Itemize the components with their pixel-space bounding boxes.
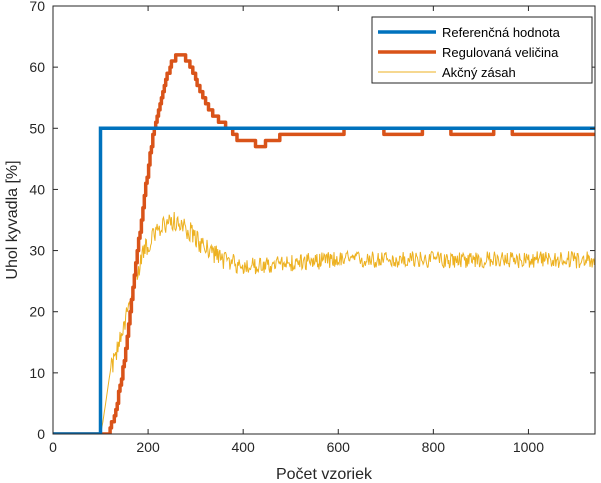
x-tick-label: 200 [136, 439, 160, 455]
x-tick-label: 0 [49, 439, 57, 455]
legend-label: Regulovaná veličina [442, 45, 559, 60]
series-line-referencna-hodnota [53, 126, 595, 434]
series-line-akcny-zasah [53, 211, 595, 434]
y-tick-label: 40 [29, 181, 45, 197]
y-axis-title: Uhol kyvadla [%] [4, 160, 21, 279]
x-tick-label: 800 [422, 439, 446, 455]
legend-label: Akčný zásah [442, 65, 516, 80]
y-tick-label: 70 [29, 0, 45, 14]
y-tick-label: 10 [29, 365, 45, 381]
y-tick-label: 0 [37, 426, 45, 442]
x-tick-label: 400 [231, 439, 255, 455]
plot-frame [52, 5, 596, 435]
y-tick-label: 20 [29, 304, 45, 320]
legend-label: Referenčná hodnota [442, 25, 561, 40]
y-tick-label: 60 [29, 59, 45, 75]
y-tick-label: 50 [29, 120, 45, 136]
x-tick-label: 600 [327, 439, 351, 455]
x-axis-ticks: 0 200 400 600 800 1000 [49, 6, 544, 455]
x-axis-title: Počet vzoriek [276, 466, 373, 483]
legend: Referenčná hodnota Regulovaná veličina Akč… [371, 16, 593, 84]
series-line-regulovana-velicina [53, 53, 595, 434]
series-layer [53, 53, 595, 434]
y-tick-label: 30 [29, 243, 45, 259]
y-axis-ticks: 0 10 20 30 40 50 60 70 [29, 0, 595, 442]
x-tick-label: 1000 [513, 439, 544, 455]
